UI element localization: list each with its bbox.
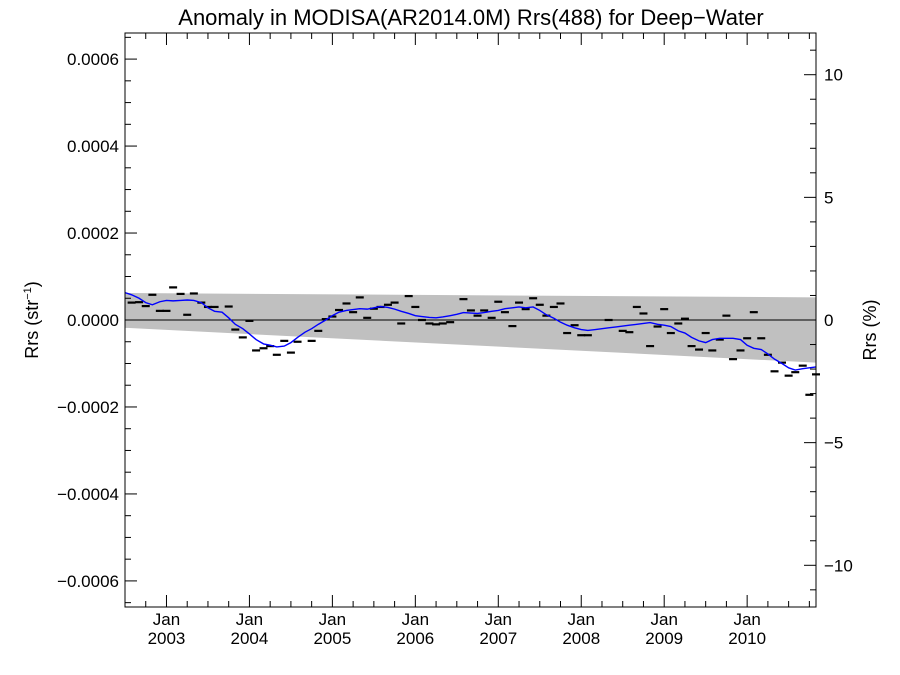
x-tick-year-label: 2005 xyxy=(313,629,351,648)
left-tick-label: 0.0006 xyxy=(67,50,119,69)
x-tick-month-label: Jan xyxy=(153,610,180,629)
left-tick-label: 0.0004 xyxy=(67,137,119,156)
right-tick-label: 10 xyxy=(824,66,843,85)
x-tick-month-label: Jan xyxy=(650,610,677,629)
right-y-axis: 10 5 0 −5 −10 xyxy=(804,49,853,591)
x-tick-month-label: Jan xyxy=(319,610,346,629)
smoothed-series-line xyxy=(124,291,817,371)
x-tick-year-label: 2009 xyxy=(645,629,683,648)
x-tick-year-label: 2010 xyxy=(728,629,766,648)
x-tick-month-label: Jan xyxy=(402,610,429,629)
left-tick-label: −0.0006 xyxy=(57,572,119,591)
uncertainty-band xyxy=(125,293,816,363)
x-tick-year-label: 2006 xyxy=(396,629,434,648)
left-tick-label: −0.0004 xyxy=(57,485,119,504)
chart-title: Anomaly in MODISA(AR2014.0M) Rrs(488) fo… xyxy=(178,5,763,30)
x-tick-month-label: Jan xyxy=(485,610,512,629)
y-axis-label-right: Rrs (%) xyxy=(860,300,880,361)
plot-layer xyxy=(124,286,820,396)
right-tick-label: −5 xyxy=(824,434,843,453)
x-tick-month-label: Jan xyxy=(236,610,263,629)
left-tick-label: −0.0002 xyxy=(57,398,119,417)
y-axis-label-left-close: ) xyxy=(22,281,42,287)
right-tick-label: 5 xyxy=(824,188,833,207)
left-y-axis: 0.0006 0.0004 0.0002 0.0000 −0.0002 −0.0004 −0… xyxy=(57,36,137,604)
x-tick-year-label: 2003 xyxy=(148,629,186,648)
left-tick-label: 0.0002 xyxy=(67,224,119,243)
x-tick-year-label: 2007 xyxy=(479,629,517,648)
right-tick-label: 0 xyxy=(824,311,833,330)
x-tick-year-label: 2004 xyxy=(231,629,269,648)
x-tick-year-label: 2008 xyxy=(562,629,600,648)
x-axis: Jan2003Jan2004Jan2005Jan2006Jan2007Jan20… xyxy=(124,33,810,648)
x-tick-month-label: Jan xyxy=(733,610,760,629)
y-axis-label-left: Rrs (str−1) xyxy=(22,281,42,359)
y-axis-label-left-main: Rrs (str xyxy=(22,300,42,359)
right-tick-label: −10 xyxy=(824,556,853,575)
x-tick-month-label: Jan xyxy=(568,610,595,629)
y-axis-label-left-superscript: −1 xyxy=(22,287,34,300)
left-tick-label: 0.0000 xyxy=(67,311,119,330)
